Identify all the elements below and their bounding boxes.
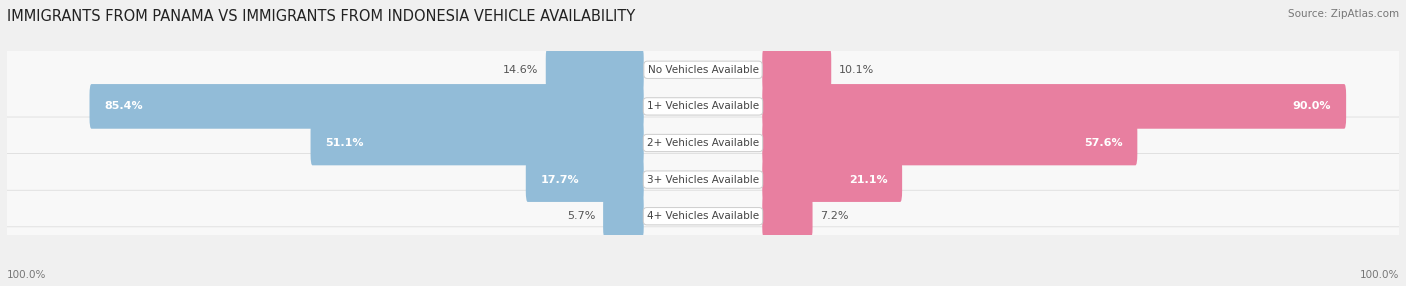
FancyBboxPatch shape <box>762 84 1346 129</box>
FancyBboxPatch shape <box>1 132 1405 227</box>
Text: 14.6%: 14.6% <box>503 65 538 75</box>
FancyBboxPatch shape <box>1 169 1405 263</box>
FancyBboxPatch shape <box>603 194 644 239</box>
Text: 100.0%: 100.0% <box>1360 270 1399 280</box>
Text: 10.1%: 10.1% <box>839 65 875 75</box>
FancyBboxPatch shape <box>762 121 1137 165</box>
FancyBboxPatch shape <box>762 194 813 239</box>
Text: 17.7%: 17.7% <box>540 175 579 184</box>
Text: 7.2%: 7.2% <box>820 211 849 221</box>
FancyBboxPatch shape <box>762 47 831 92</box>
Text: 2+ Vehicles Available: 2+ Vehicles Available <box>647 138 759 148</box>
Text: No Vehicles Available: No Vehicles Available <box>648 65 758 75</box>
FancyBboxPatch shape <box>762 157 903 202</box>
Text: 57.6%: 57.6% <box>1084 138 1122 148</box>
Text: 90.0%: 90.0% <box>1292 102 1331 111</box>
FancyBboxPatch shape <box>1 23 1405 117</box>
Text: 100.0%: 100.0% <box>7 270 46 280</box>
Text: 21.1%: 21.1% <box>849 175 887 184</box>
Text: 4+ Vehicles Available: 4+ Vehicles Available <box>647 211 759 221</box>
Text: 3+ Vehicles Available: 3+ Vehicles Available <box>647 175 759 184</box>
FancyBboxPatch shape <box>311 121 644 165</box>
FancyBboxPatch shape <box>526 157 644 202</box>
FancyBboxPatch shape <box>90 84 644 129</box>
Text: Source: ZipAtlas.com: Source: ZipAtlas.com <box>1288 9 1399 19</box>
FancyBboxPatch shape <box>1 96 1405 190</box>
Text: 5.7%: 5.7% <box>567 211 595 221</box>
FancyBboxPatch shape <box>1 59 1405 154</box>
Text: IMMIGRANTS FROM PANAMA VS IMMIGRANTS FROM INDONESIA VEHICLE AVAILABILITY: IMMIGRANTS FROM PANAMA VS IMMIGRANTS FRO… <box>7 9 636 23</box>
Text: 85.4%: 85.4% <box>104 102 143 111</box>
Text: 51.1%: 51.1% <box>325 138 364 148</box>
Text: 1+ Vehicles Available: 1+ Vehicles Available <box>647 102 759 111</box>
FancyBboxPatch shape <box>546 47 644 92</box>
